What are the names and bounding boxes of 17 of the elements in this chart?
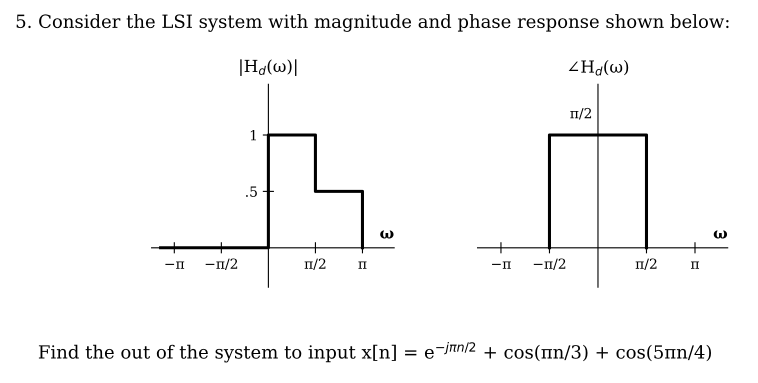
x-tick-label: π/2 bbox=[304, 258, 326, 270]
x-axis-title: ω bbox=[714, 230, 728, 238]
annotation: π/2 bbox=[570, 108, 592, 120]
x-tick-label: −π bbox=[165, 262, 184, 269]
y-axis-title: |H$_{d}$(ω)| bbox=[240, 59, 296, 76]
x-tick-label: π bbox=[358, 262, 367, 269]
y-tick-label: 1 bbox=[250, 130, 256, 140]
text: 5. Consider the LSI system with magnitude and phase response shown below: bbox=[16, 14, 729, 32]
x-tick-label: π bbox=[690, 262, 700, 269]
y-tick-label: .5 bbox=[246, 186, 257, 197]
x-tick-label: −π bbox=[492, 262, 511, 269]
x-tick-label: π/2 bbox=[636, 258, 656, 270]
y-axis-title: ∠H$_{d}$(ω) bbox=[568, 60, 628, 76]
text: Find the out of the system to input x[n] = e$^{−jπn/2}$ + cos(πn/3) + cos(5πn/4) bbox=[38, 342, 712, 363]
x-tick-label: −π/2 bbox=[206, 258, 238, 270]
x-tick-label: −π/2 bbox=[534, 258, 566, 270]
x-axis-title: ω bbox=[380, 230, 394, 238]
